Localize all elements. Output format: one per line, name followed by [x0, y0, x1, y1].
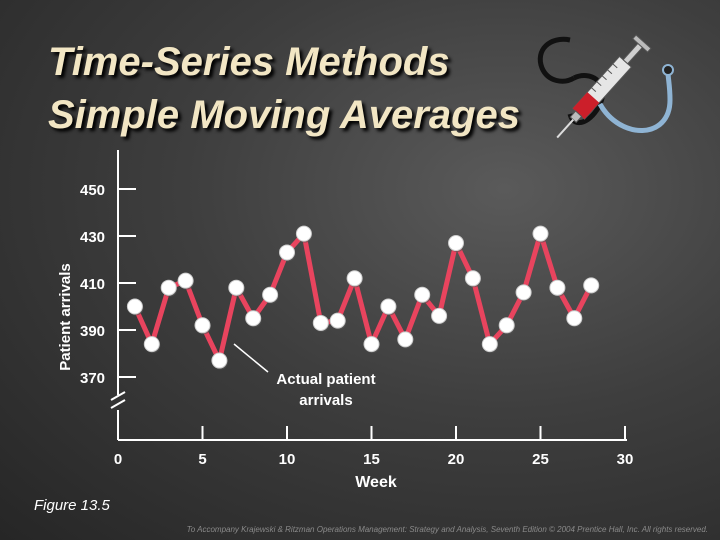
data-point: [329, 312, 346, 329]
data-point: [279, 244, 295, 261]
slide-title-line-2: Simple Moving Averages: [48, 93, 520, 137]
data-point: [177, 272, 194, 289]
data-point: [245, 310, 262, 327]
y-tick-label: 450: [80, 182, 105, 199]
x-tick-label: 30: [617, 451, 634, 468]
annotation-line-2: arrivals: [299, 392, 352, 409]
data-point: [397, 331, 414, 348]
data-point: [431, 307, 448, 324]
data-point: [363, 336, 380, 353]
data-point: [346, 270, 363, 287]
data-point: [549, 279, 566, 296]
data-point: [228, 279, 245, 296]
x-tick-label: 20: [448, 451, 465, 468]
data-point: [143, 336, 160, 353]
annotation-line-1: Actual patient: [276, 371, 375, 388]
data-point: [262, 286, 279, 303]
data-point: [211, 352, 228, 369]
data-point: [515, 284, 532, 301]
data-point: [160, 279, 177, 296]
data-point: [295, 225, 312, 242]
axis-break-mark: [110, 391, 126, 401]
x-tick-label: 25: [532, 451, 549, 468]
axis-break-mark: [110, 399, 126, 409]
x-tick-label: 10: [279, 451, 296, 468]
stethoscope-syringe-icon: [537, 34, 674, 139]
x-tick-label: 5: [198, 451, 206, 468]
annotation-leader-line: [233, 343, 269, 373]
figure-caption: Figure 13.5: [34, 497, 110, 514]
y-tick-label: 370: [80, 370, 105, 387]
x-tick-label: 0: [114, 451, 122, 468]
footer-copyright: To Accompany Krajewski & Ritzman Operati…: [186, 525, 708, 534]
data-point: [126, 298, 143, 315]
series-line: [132, 231, 594, 364]
slide-title-line-1: Time-Series Methods: [48, 40, 450, 84]
data-point: [498, 317, 515, 334]
data-point: [380, 298, 397, 315]
y-axis-label: Patient arrivals: [57, 263, 74, 371]
data-point: [583, 277, 600, 294]
y-tick-label: 410: [80, 276, 105, 293]
data-point: [481, 336, 498, 353]
ticks: 370 390 410 430 450 0 5 10 15 20 25 30: [80, 182, 633, 468]
data-point: [464, 270, 481, 287]
x-tick-label: 15: [363, 451, 380, 468]
data-point: [532, 225, 549, 242]
data-point: [194, 317, 211, 334]
data-point: [312, 314, 329, 331]
series-actual-arrivals: [126, 225, 600, 370]
x-axis-label: Week: [355, 474, 397, 491]
data-point: [448, 235, 464, 252]
y-tick-label: 390: [80, 323, 105, 340]
y-tick-label: 430: [80, 229, 105, 246]
data-point: [566, 310, 583, 327]
data-point: [414, 286, 431, 303]
